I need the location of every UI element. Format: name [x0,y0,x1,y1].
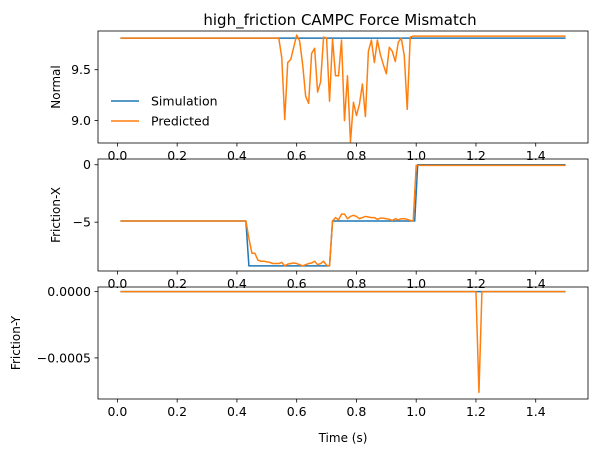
x-tick-label: 1.2 [466,276,486,291]
x-tick-label: 1.0 [406,276,426,291]
x-tick-label: 0.0 [107,276,127,291]
axes-frame [97,286,589,400]
y-tick-label: 0.0000 [47,284,91,299]
panel-3: 0.0 0.2 0.4 0.6 0.8 1.0 1.2 1.4 0.0000 −0.0005 Fri… [9,284,589,445]
x-tick-label: 1.4 [526,276,546,291]
x-tick-label: 1.2 [466,404,486,419]
y-axis-label: Friction-Y [9,315,23,370]
x-tick-label: 0.0 [107,404,127,419]
series-line-simulation [120,163,566,267]
y-tick-label: 0 [83,157,91,172]
series-line-predicted [120,290,566,394]
x-tick-label: 0.2 [167,276,187,291]
x-tick-label: 0.2 [167,404,187,419]
axes-frame [97,158,589,272]
y-axis-label: Friction-X [49,187,63,243]
x-tick-label: 0.8 [346,404,366,419]
y-tick-label: −0.0005 [37,350,91,365]
legend-label-simulation: Simulation [151,94,218,109]
x-tick-label: 0.8 [346,148,366,163]
x-tick-label: 1.0 [406,148,426,163]
y-tick-label: 9.5 [71,62,91,77]
y-tick-label: 9.0 [71,113,91,128]
x-tick-label: 0.2 [167,148,187,163]
y-axis-label: Normal [49,65,63,108]
series-line-predicted [120,34,566,143]
x-tick-label: 1.0 [406,404,426,419]
x-axis-label: Time (s) [318,431,368,445]
x-tick-label: 0.0 [107,148,127,163]
y-tick-label: −5 [73,215,91,230]
x-tick-label: 0.4 [227,404,247,419]
series-line-predicted [120,164,566,267]
x-tick-label: 1.4 [526,404,546,419]
legend: Simulation Predicted [111,94,218,129]
panel-1: 0.0 0.2 0.4 0.6 0.8 1.0 1.2 1.4 9.0 9.5 Normal [49,30,589,163]
legend-label-predicted: Predicted [151,114,210,129]
x-tick-label: 0.6 [287,148,307,163]
figure-title: high_friction CAMPC Force Mismatch [203,11,476,30]
x-tick-label: 1.4 [526,148,546,163]
axes-frame [97,30,589,144]
x-tick-label: 0.6 [287,276,307,291]
x-tick-label: 0.6 [287,404,307,419]
x-tick-label: 0.4 [227,148,247,163]
x-tick-label: 0.4 [227,276,247,291]
x-tick-label: 0.8 [346,276,366,291]
panel-2: 0.0 0.2 0.4 0.6 0.8 1.0 1.2 1.4 −5 0 Friction-X [49,157,589,291]
x-tick-label: 1.2 [466,148,486,163]
